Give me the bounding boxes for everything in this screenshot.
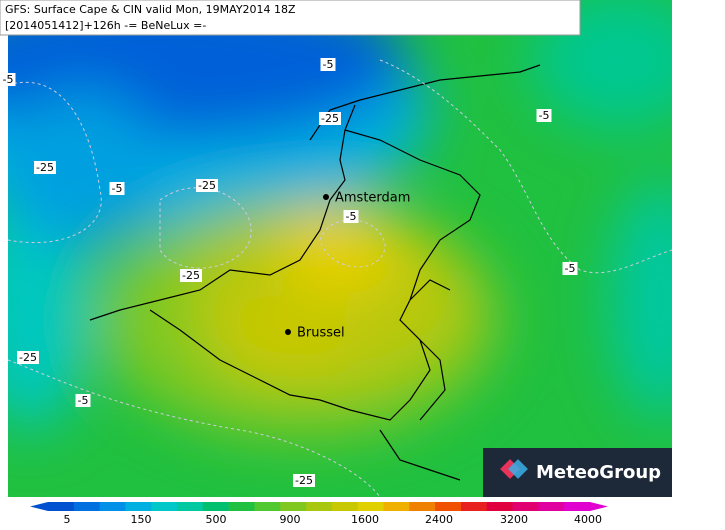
city-label: Brussel — [297, 326, 345, 341]
colorbar-end — [590, 502, 608, 511]
logo: MeteoGroup — [483, 448, 672, 497]
contour-text: -5 — [346, 210, 357, 223]
colorbar: 5 150 500 900 1600 2400 3200 4000 — [30, 502, 608, 526]
contour-label: -5 — [109, 182, 125, 195]
contour-label: -25 — [17, 351, 39, 364]
colorbar-segment — [512, 502, 539, 511]
colorbar-segment — [99, 502, 126, 511]
contour-text: -25 — [36, 161, 54, 174]
contour-text: -5 — [78, 394, 89, 407]
contour-label: -25 — [319, 112, 341, 125]
colorbar-segment — [486, 502, 514, 511]
colorbar-segment — [409, 502, 436, 511]
colorbar-label: 500 — [206, 513, 227, 526]
label-bg — [196, 179, 218, 192]
colorbar-segment — [538, 502, 565, 511]
contour-text: -5 — [565, 262, 576, 275]
colorbar-segment — [435, 502, 462, 511]
label-bg — [319, 112, 341, 125]
label-bg — [34, 161, 56, 174]
contour-text: -25 — [198, 179, 216, 192]
colorbar-segment — [125, 502, 152, 511]
title: GFS: Surface Cape & CIN valid Mon, 19MAY… — [5, 3, 296, 16]
label-bg — [536, 109, 552, 122]
label-bg — [17, 351, 39, 364]
contour-text: -25 — [182, 269, 200, 282]
contour-label: -25 — [196, 179, 218, 192]
label-bg — [562, 262, 578, 275]
contour-text: -5 — [3, 73, 14, 86]
colorbar-segment — [331, 502, 359, 511]
contour-text: -5 — [323, 58, 334, 71]
contour-label: -25 — [34, 161, 56, 174]
contour-text: -25 — [19, 351, 37, 364]
contour-label: -25 — [180, 269, 202, 282]
colorbar-segment — [306, 502, 333, 511]
field — [8, 0, 672, 497]
colorbar-segment — [383, 502, 410, 511]
cities: Amsterdam Brussel — [285, 191, 410, 341]
colorbar-segment — [48, 502, 75, 511]
logo-text: MeteoGroup — [536, 462, 661, 483]
colorbar-segment — [280, 502, 307, 511]
colorbar-label: 3200 — [500, 513, 528, 526]
contour-label: -25 — [293, 474, 315, 487]
contour-text: -5 — [539, 109, 550, 122]
colorbar-label: 900 — [280, 513, 301, 526]
contour-label: -5 — [343, 210, 359, 223]
colorbar-segment — [254, 502, 281, 511]
colorbar-segment — [177, 502, 204, 511]
city-label: Amsterdam — [335, 191, 410, 206]
colorbar-segment — [564, 502, 591, 511]
colorbar-segment — [73, 502, 101, 511]
city-dot — [285, 329, 291, 335]
label-bg — [293, 474, 315, 487]
colorbar-label: 4000 — [574, 513, 602, 526]
subtitle: [2014051412]+126h -= BeNeLux =- — [5, 19, 206, 32]
label-bg — [109, 182, 125, 195]
contour-label: -5 — [536, 109, 552, 122]
contour-text: -5 — [112, 182, 123, 195]
label-bg — [0, 73, 16, 86]
city-dot — [323, 194, 329, 200]
colorbar-segment — [460, 502, 488, 511]
contour-text: -25 — [295, 474, 313, 487]
label-bg — [75, 394, 91, 407]
colorbar-end — [30, 502, 48, 511]
colorbar-segment — [202, 502, 230, 511]
contour-text: -25 — [321, 112, 339, 125]
label-bg — [180, 269, 202, 282]
colorbar-segment — [151, 502, 178, 511]
contour-label: -5 — [320, 58, 336, 71]
label-bg — [343, 210, 359, 223]
colorbar-label: 1600 — [351, 513, 379, 526]
borders — [89, 64, 541, 481]
label-bg — [320, 58, 336, 71]
colorbar-segment — [357, 502, 385, 511]
title-box: GFS: Surface Cape & CIN valid Mon, 19MAY… — [0, 0, 581, 36]
colorbar-segment — [228, 502, 255, 511]
contour-labels: -5 -5 -25 -5 -25 -5 -25 -5 -5 -25 -25 -5 -25 — [0, 58, 578, 487]
colorbar-label: 150 — [131, 513, 152, 526]
contour-label: -5 — [562, 262, 578, 275]
contour-label: -5 — [0, 73, 16, 86]
contour-label: -5 — [75, 394, 91, 407]
colorbar-label: 2400 — [425, 513, 453, 526]
colorbar-label: 5 — [64, 513, 71, 526]
